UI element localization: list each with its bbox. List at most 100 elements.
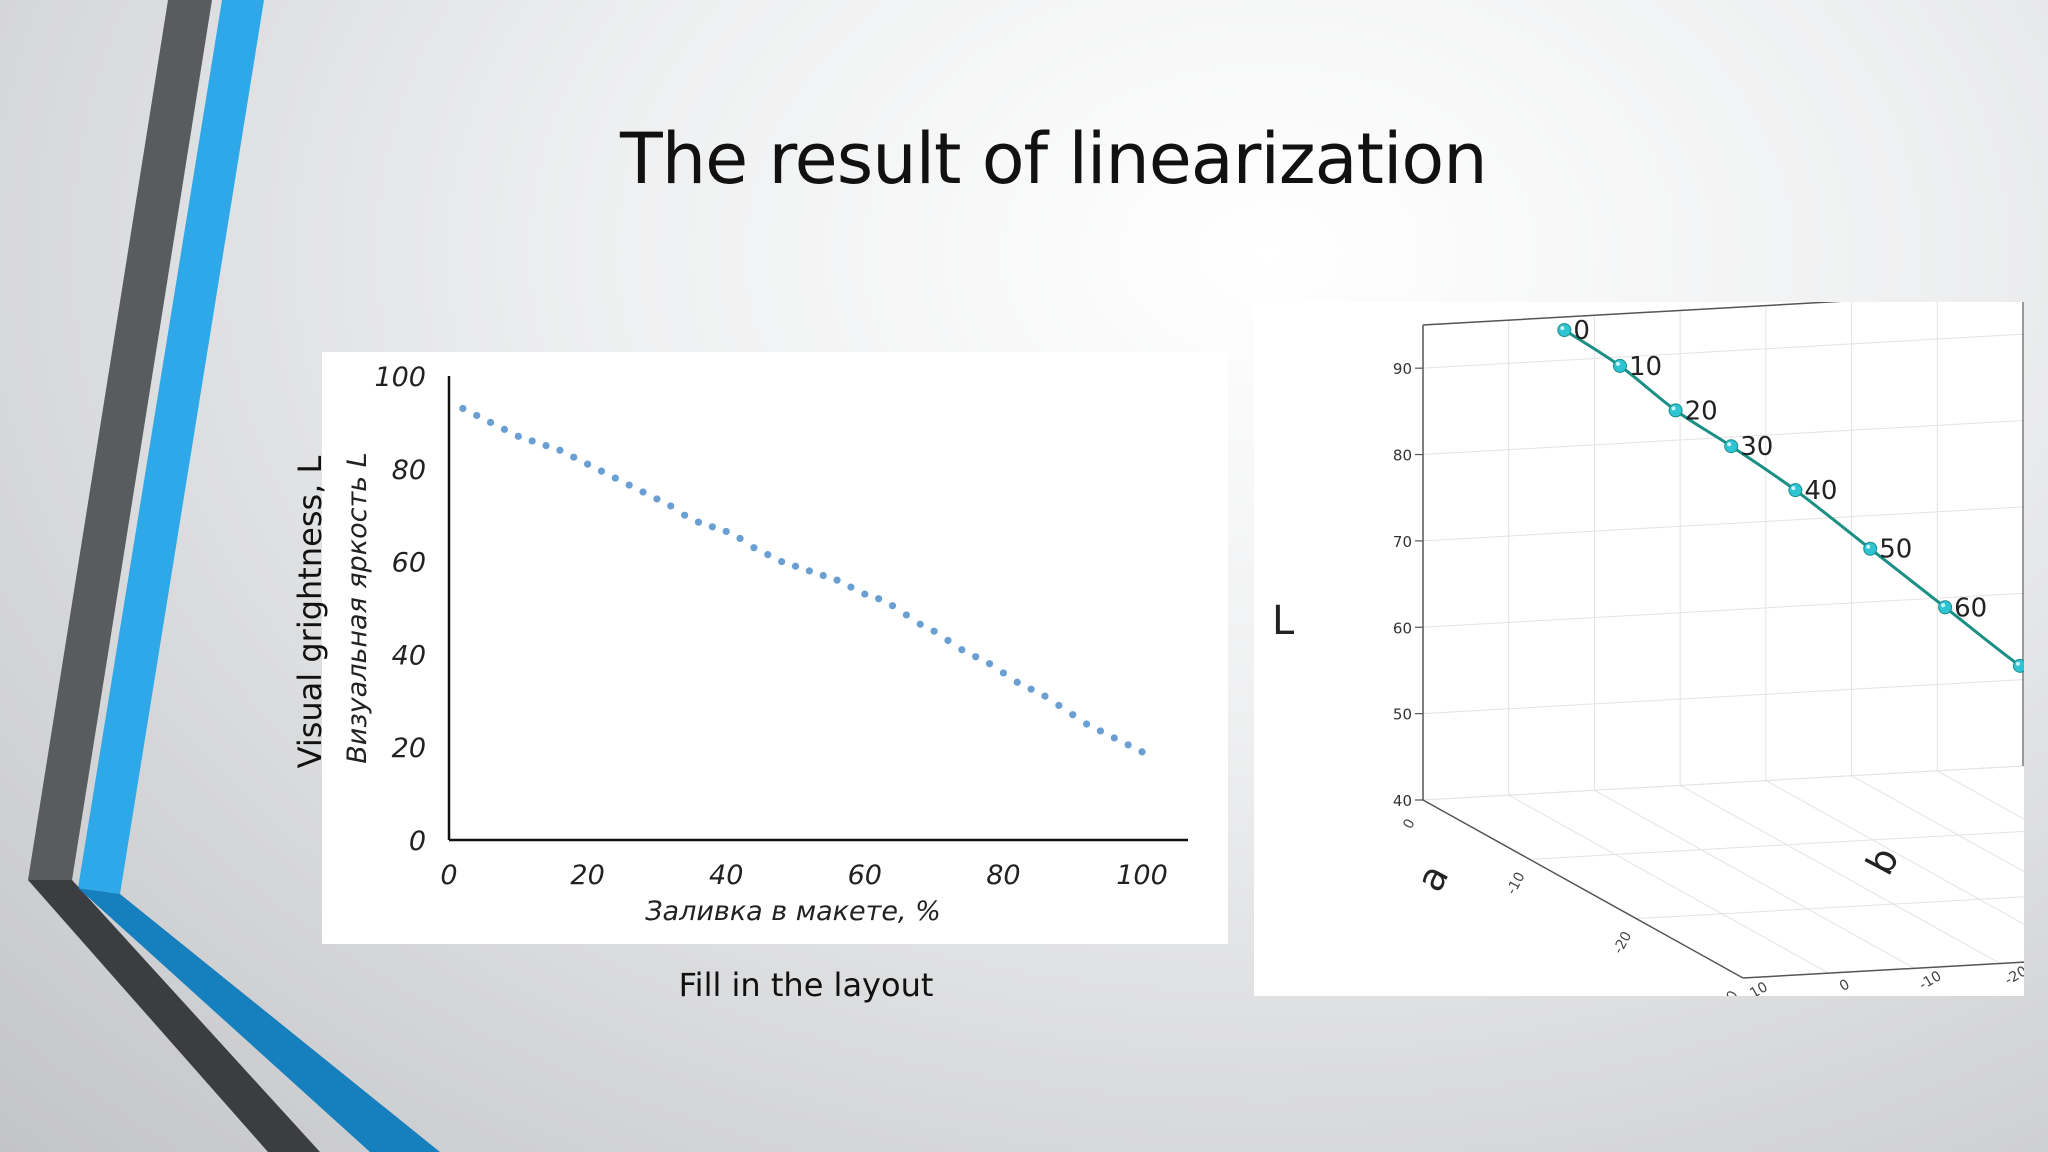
b-tick-label: -10: [1917, 968, 1945, 993]
point-highlight: [1727, 442, 1732, 447]
y-tick-label: 20: [392, 733, 426, 764]
y-tick-label: 60: [392, 548, 426, 579]
grid-line: [1636, 894, 2048, 920]
3d-chart-panel: 405060708090-30-20-100-60-50-40-30-20-10…: [1254, 290, 2048, 1016]
a-axis-label: a: [1408, 857, 1458, 898]
scatter-point: [1138, 748, 1146, 756]
3d-line-chart: 405060708090-30-20-100-60-50-40-30-20-10…: [1272, 290, 2048, 1016]
scatter-point: [528, 437, 536, 445]
z-tick-label: 50: [1393, 706, 1412, 724]
x-tick-label: 100: [1116, 860, 1168, 891]
scatter-point: [778, 558, 786, 566]
point-label: 10: [1629, 352, 1662, 382]
data-point: [1788, 483, 1803, 498]
grid-line: [1594, 789, 1915, 969]
y-tick-label: 40: [392, 640, 426, 671]
b-tick-label: 10: [1747, 979, 1770, 996]
x-axis-label: Заливка в макете, %: [645, 896, 941, 927]
grid-line: [1422, 765, 2024, 801]
grid-line: [2022, 765, 2048, 781]
scatter-point: [625, 481, 633, 489]
scatter-point: [611, 474, 619, 482]
data-point: [2012, 658, 2027, 673]
scatter-point: [930, 627, 938, 635]
scatter-chart-panel: 0 20 40 60 80 100 0 20 40 60 80 100 Заливка в маке…: [322, 352, 1228, 944]
scatter-point: [694, 518, 703, 526]
z-axis-label: L: [1272, 598, 1295, 644]
a-tick-label: 0: [1400, 816, 1418, 831]
scatter-point: [514, 432, 522, 440]
scatter-point: [958, 646, 966, 654]
scatter-point: [459, 404, 467, 413]
scatter-point: [944, 636, 952, 645]
y-tick-label: 80: [392, 455, 426, 486]
data-point: [1668, 403, 1683, 418]
data-point: [1938, 600, 1953, 615]
scatter-point: [584, 460, 592, 468]
b-axis-label: b: [1857, 840, 1907, 882]
y-tick-labels: 0 20 40 60 80 100: [374, 362, 426, 857]
y-axis-label: Визуальная яркость L: [342, 452, 373, 763]
scatter-point: [1013, 678, 1021, 686]
scatter-point: [833, 576, 841, 584]
scatter-point: [985, 660, 994, 668]
x-caption: Fill in the layout: [678, 966, 934, 1004]
point-highlight: [2015, 661, 2020, 666]
point-label: 50: [1879, 535, 1912, 565]
scatter-point: [916, 620, 924, 628]
grid-line: [2022, 765, 2048, 781]
grid-line: [1679, 784, 2001, 964]
y-tick-label: 0: [409, 826, 426, 857]
grid-line: [1422, 420, 2024, 456]
scatter-point: [708, 523, 716, 531]
z-tick-label: 90: [1393, 360, 1412, 378]
decor-gray-bar: [28, 0, 212, 880]
scatter-point: [1041, 692, 1049, 700]
grid-line: [1422, 679, 2024, 715]
grid-line: [1508, 794, 1829, 974]
point-highlight: [1941, 603, 1946, 608]
point-label: 60: [1954, 593, 1987, 623]
data-point: [1724, 439, 1739, 454]
x-tick-label: 60: [848, 860, 882, 891]
scatter-point: [500, 425, 509, 433]
scatter-point: [1082, 720, 1091, 728]
point-highlight: [1560, 326, 1565, 331]
grid-line: [1851, 775, 2048, 886]
a-tick-label: -10: [1504, 870, 1529, 898]
scatter-point: [819, 571, 827, 580]
scatter-point: [1110, 734, 1118, 742]
grid-line: [1937, 770, 2048, 834]
scatter-point: [1069, 711, 1077, 719]
decor-blue-bar: [78, 0, 264, 894]
slide-title: The result of linearization: [620, 118, 1488, 200]
grid-line: [1422, 506, 2024, 542]
data-point: [1557, 323, 1572, 338]
a-tick-label: -20: [1610, 929, 1635, 957]
point-highlight: [1791, 486, 1796, 491]
b-tick-label: 0: [1837, 977, 1853, 995]
b-tick-label: -20: [2002, 963, 2024, 988]
3d-tick-labels: 405060708090-30-20-100-60-50-40-30-20-10…: [1393, 360, 2030, 1016]
x-tick-label: 80: [986, 860, 1020, 891]
scatter-point: [486, 418, 495, 426]
data-point: [1612, 358, 1627, 373]
data-point: [1863, 541, 1878, 556]
decor-blue-sweep: [78, 888, 440, 1152]
scatter-point: [570, 453, 578, 461]
x-tick-label: 0: [440, 860, 457, 891]
scatter-point: [1027, 685, 1035, 693]
scatter-chart: 0 20 40 60 80 100 0 20 40 60 80 100 Заливка в маке…: [342, 362, 1188, 927]
scatter-point: [639, 488, 647, 496]
scatter-point: [597, 467, 606, 475]
axis-edge: [1422, 290, 2024, 326]
x-tick-label: 40: [709, 860, 743, 891]
scatter-point: [999, 669, 1008, 677]
scatter-point: [805, 567, 813, 575]
scatter-points: [459, 404, 1146, 756]
point-label: 20: [1685, 396, 1718, 426]
scatter-point: [667, 502, 675, 510]
scatter-point: [972, 653, 980, 661]
scatter-point: [791, 562, 800, 570]
